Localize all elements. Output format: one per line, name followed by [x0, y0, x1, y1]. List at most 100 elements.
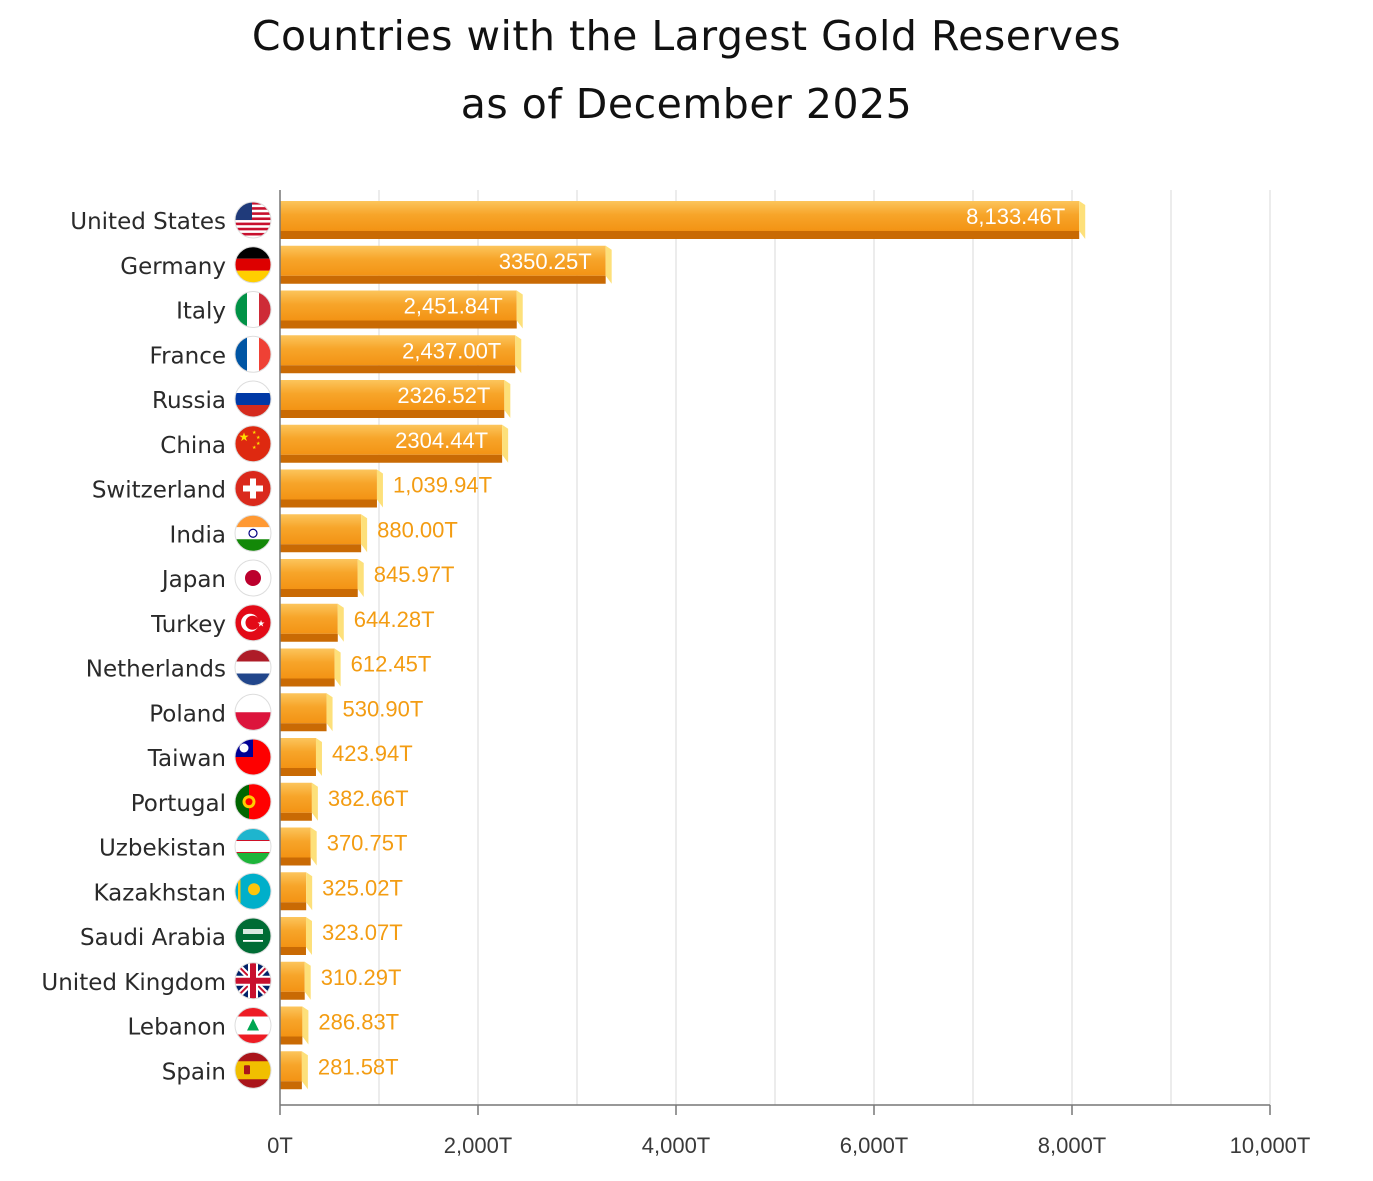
bar: [280, 469, 383, 508]
bar-face: [280, 693, 327, 724]
bar: [280, 514, 368, 553]
category-label: Italy: [176, 299, 226, 325]
bar-bottom: [280, 857, 311, 866]
bar-end: [1079, 201, 1086, 239]
bar-bottom: [280, 454, 503, 463]
x-tick-label: 6,000T: [840, 1133, 909, 1158]
category-label: China: [160, 433, 226, 459]
bar-face: [280, 559, 358, 589]
bar-end: [315, 738, 322, 776]
bar-face: [280, 290, 517, 321]
value-label: 2,437.00T: [402, 338, 501, 363]
bar-face: [280, 648, 335, 679]
svg-text:★: ★: [239, 430, 250, 444]
bar-bottom: [280, 678, 335, 687]
value-label: 382.66T: [328, 786, 409, 811]
portugal-flag-icon: [234, 783, 272, 821]
bar-face: [280, 335, 516, 366]
gridlines: [378, 190, 1271, 1105]
bar-end: [304, 961, 311, 1000]
bar-bottom: [280, 499, 377, 508]
svg-text:★: ★: [252, 445, 257, 451]
bar-bottom: [280, 275, 606, 284]
value-label: 323.07T: [322, 920, 403, 945]
bar: [280, 961, 311, 1000]
switzerland-flag-icon: [234, 470, 272, 507]
category-label: Turkey: [150, 612, 226, 638]
bar: [280, 1006, 309, 1045]
value-label: 370.75T: [327, 831, 408, 856]
bar: [280, 1051, 308, 1090]
bar-bottom: [280, 231, 1080, 239]
bar-bottom: [280, 365, 516, 374]
category-label: Switzerland: [92, 478, 226, 504]
bar-face: [280, 380, 505, 410]
category-label: France: [150, 343, 226, 369]
category-labels: 8,133.46T United States 3350.25T Germany 2,4…: [41, 201, 1065, 1089]
us-flag-icon: [234, 201, 272, 239]
svg-text:★: ★: [252, 430, 257, 436]
bar-bottom: [280, 410, 505, 418]
category-label: Spain: [162, 1059, 226, 1085]
bar: [280, 827, 317, 866]
germany-flag-icon: [234, 246, 272, 284]
value-label: 8,133.46T: [966, 204, 1065, 229]
bar-face: [280, 827, 311, 858]
bar: [280, 245, 612, 284]
uzbekistan-flag-icon: [234, 828, 272, 865]
russia-flag-icon: [234, 380, 272, 418]
netherlands-flag-icon: [234, 649, 272, 686]
bar-end: [515, 335, 522, 374]
value-label: 325.02T: [322, 875, 403, 900]
bar-face: [280, 469, 377, 500]
bar-end: [516, 290, 523, 329]
bar-bottom: [280, 589, 358, 597]
bar: [280, 603, 344, 642]
x-tick-label: 4,000T: [642, 1133, 711, 1158]
x-tick-label: 2,000T: [444, 1133, 513, 1158]
taiwan-flag-icon: [234, 738, 272, 776]
svg-text:★: ★: [256, 435, 261, 441]
value-label: 281.58T: [318, 1054, 399, 1079]
bar: [280, 648, 341, 687]
bar: [280, 380, 511, 418]
bar-face: [280, 424, 503, 455]
bar-bottom: [280, 544, 362, 553]
category-label: Germany: [120, 254, 226, 280]
bar: [280, 335, 522, 374]
bar-bottom: [280, 812, 312, 821]
bar-bottom: [280, 1036, 303, 1045]
value-label: 286.83T: [318, 1010, 399, 1035]
bar: [280, 290, 523, 329]
value-label: 612.45T: [351, 652, 432, 677]
bar-end: [326, 693, 333, 732]
bar-face: [280, 917, 306, 947]
bar-end: [301, 1051, 308, 1090]
bar-end: [502, 424, 509, 463]
france-flag-icon: [234, 335, 272, 373]
category-label: United Kingdom: [41, 970, 226, 996]
chart-subtitle: as of December 2025: [460, 80, 913, 128]
category-label: Japan: [160, 567, 226, 593]
bar-end: [334, 648, 341, 687]
bar-bottom: [280, 723, 327, 732]
category-label: Taiwan: [147, 746, 226, 772]
value-label: 644.28T: [354, 607, 435, 632]
bar: [280, 872, 313, 911]
svg-text:★: ★: [256, 441, 261, 447]
x-tick-label: 10,000T: [1230, 1133, 1311, 1158]
bar-end: [310, 827, 317, 866]
bar-end: [361, 514, 368, 553]
bar-bottom: [280, 320, 517, 329]
value-label: 845.97T: [374, 562, 455, 587]
bar-bottom: [280, 768, 316, 776]
bar-end: [305, 917, 312, 955]
category-label: Portugal: [131, 791, 226, 817]
category-label: Netherlands: [86, 657, 226, 683]
bar-bottom: [280, 947, 306, 955]
india-flag-icon: [234, 514, 272, 552]
value-label: 2,451.84T: [404, 294, 503, 319]
lebanon-flag-icon: [234, 1007, 272, 1044]
bar: [280, 782, 318, 821]
